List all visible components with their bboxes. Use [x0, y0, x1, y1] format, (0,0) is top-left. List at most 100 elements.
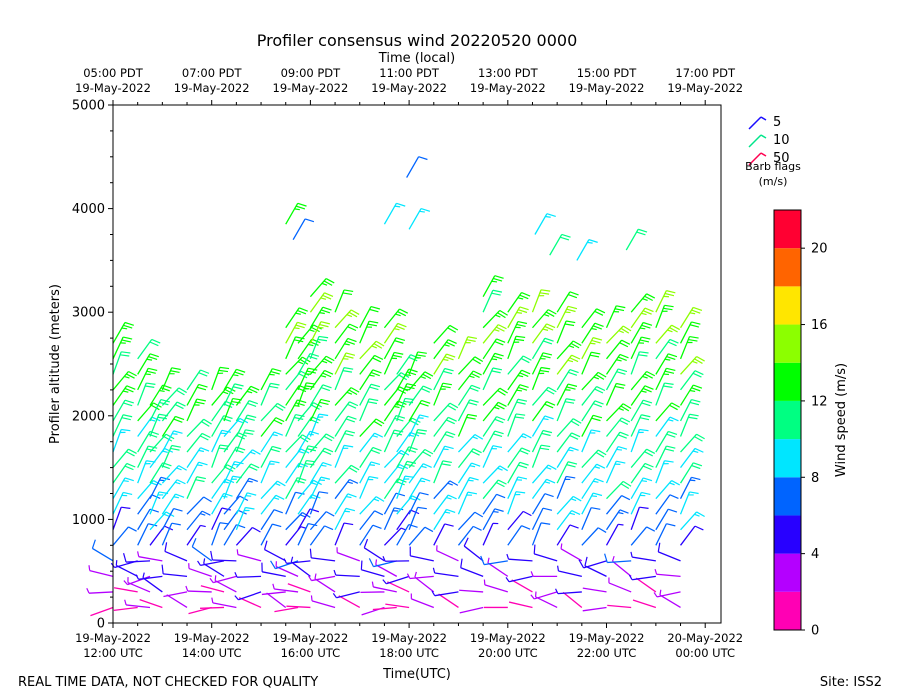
barb-feather	[417, 429, 427, 432]
barb-feather	[309, 353, 320, 357]
wind-barb	[679, 399, 701, 422]
wind-barb	[266, 592, 287, 608]
barb-feather	[372, 357, 382, 363]
wind-barb	[433, 431, 456, 453]
barb-feather	[545, 389, 555, 395]
barb-feather	[410, 509, 420, 515]
barb-feather	[622, 403, 632, 410]
barb-feather	[406, 460, 417, 464]
wind-barb	[235, 385, 260, 406]
barb-shaft	[582, 587, 607, 593]
wind-barb	[507, 510, 532, 531]
barb-feather	[420, 376, 426, 379]
wind-barb	[210, 550, 237, 562]
barb-shaft	[361, 569, 385, 578]
wind-barb	[368, 558, 397, 568]
barb-shaft	[149, 462, 164, 484]
barb-feather	[495, 481, 505, 488]
wind-barb	[235, 506, 255, 531]
wind-barb	[556, 291, 579, 313]
barb-feather	[469, 399, 479, 403]
barb-feather	[348, 389, 358, 396]
barb-shaft	[482, 479, 499, 500]
wind-barb	[457, 336, 478, 360]
barb-shaft	[680, 370, 696, 391]
barb-shaft	[334, 522, 345, 546]
barb-feather	[494, 406, 500, 410]
barb-feather	[394, 507, 404, 511]
barb-shaft	[482, 508, 496, 531]
barb-shaft	[534, 591, 558, 600]
barb-feather	[566, 475, 576, 479]
barb-feather	[343, 367, 354, 370]
barb-feather	[689, 401, 700, 406]
barb-shaft	[531, 522, 542, 546]
wind-barb	[188, 563, 212, 577]
barb-feather	[128, 448, 137, 455]
barb-feather	[471, 372, 480, 379]
barb-feather	[121, 506, 131, 510]
wind-barb	[555, 588, 582, 595]
barb-feather	[322, 450, 332, 455]
wind-barb	[334, 289, 354, 313]
wind-barb	[235, 463, 260, 484]
barb-shaft	[235, 429, 246, 453]
barb-feather	[619, 431, 629, 437]
barb-feather	[421, 388, 431, 393]
wind-barb	[235, 477, 258, 500]
barb-feather	[275, 417, 285, 423]
barb-feather	[567, 293, 578, 299]
barb-shaft	[112, 492, 124, 515]
barb-feather	[370, 449, 380, 454]
barb-feather	[591, 417, 601, 422]
barb-feather	[447, 405, 457, 411]
barb-feather	[422, 385, 432, 391]
barb-shaft	[433, 480, 451, 500]
barb-feather	[571, 432, 581, 438]
barb-feather	[506, 553, 510, 560]
barb-feather	[420, 207, 431, 212]
barb-feather	[283, 558, 288, 564]
barb-feather	[694, 525, 704, 531]
barb-feather	[517, 320, 528, 325]
barb-feather	[542, 328, 549, 331]
barb-shaft	[334, 309, 352, 329]
barb-feather	[311, 482, 317, 485]
barb-feather	[198, 383, 208, 388]
barb-feather	[375, 418, 385, 425]
wind-barb	[310, 595, 336, 609]
barb-feather	[540, 289, 551, 292]
barb-feather	[411, 495, 421, 501]
wind-barb	[606, 495, 631, 515]
wind-barb	[261, 562, 286, 578]
y-tick-label: 3000	[72, 306, 105, 321]
barb-feather	[248, 465, 258, 471]
barb-shaft	[680, 356, 698, 375]
wind-barb	[214, 575, 237, 593]
barb-shaft	[560, 548, 583, 562]
barb-shaft	[556, 291, 571, 313]
barb-shaft	[655, 368, 667, 391]
barb-legend-item: 5	[748, 115, 781, 130]
barb-shaft	[137, 508, 151, 531]
wind-barb	[314, 573, 336, 593]
wind-barb	[309, 278, 335, 298]
wind-barb	[433, 382, 452, 406]
wind-barb	[556, 524, 579, 546]
barb-feather	[375, 340, 385, 347]
wind-barb	[433, 445, 454, 468]
barb-shaft	[556, 340, 574, 360]
barb-shaft	[297, 494, 313, 515]
barb-feather	[404, 475, 415, 478]
barb-feather	[664, 460, 674, 463]
barb-shaft	[112, 506, 122, 530]
barb-feather	[170, 447, 180, 451]
barb-shaft	[297, 508, 311, 531]
barb-shaft	[235, 527, 253, 546]
barb-shaft	[334, 464, 352, 484]
wind-barb	[186, 432, 211, 453]
barb-shaft	[459, 606, 484, 614]
barb-shaft	[137, 445, 149, 468]
wind-barb	[186, 369, 210, 391]
barb-feather	[270, 560, 276, 569]
